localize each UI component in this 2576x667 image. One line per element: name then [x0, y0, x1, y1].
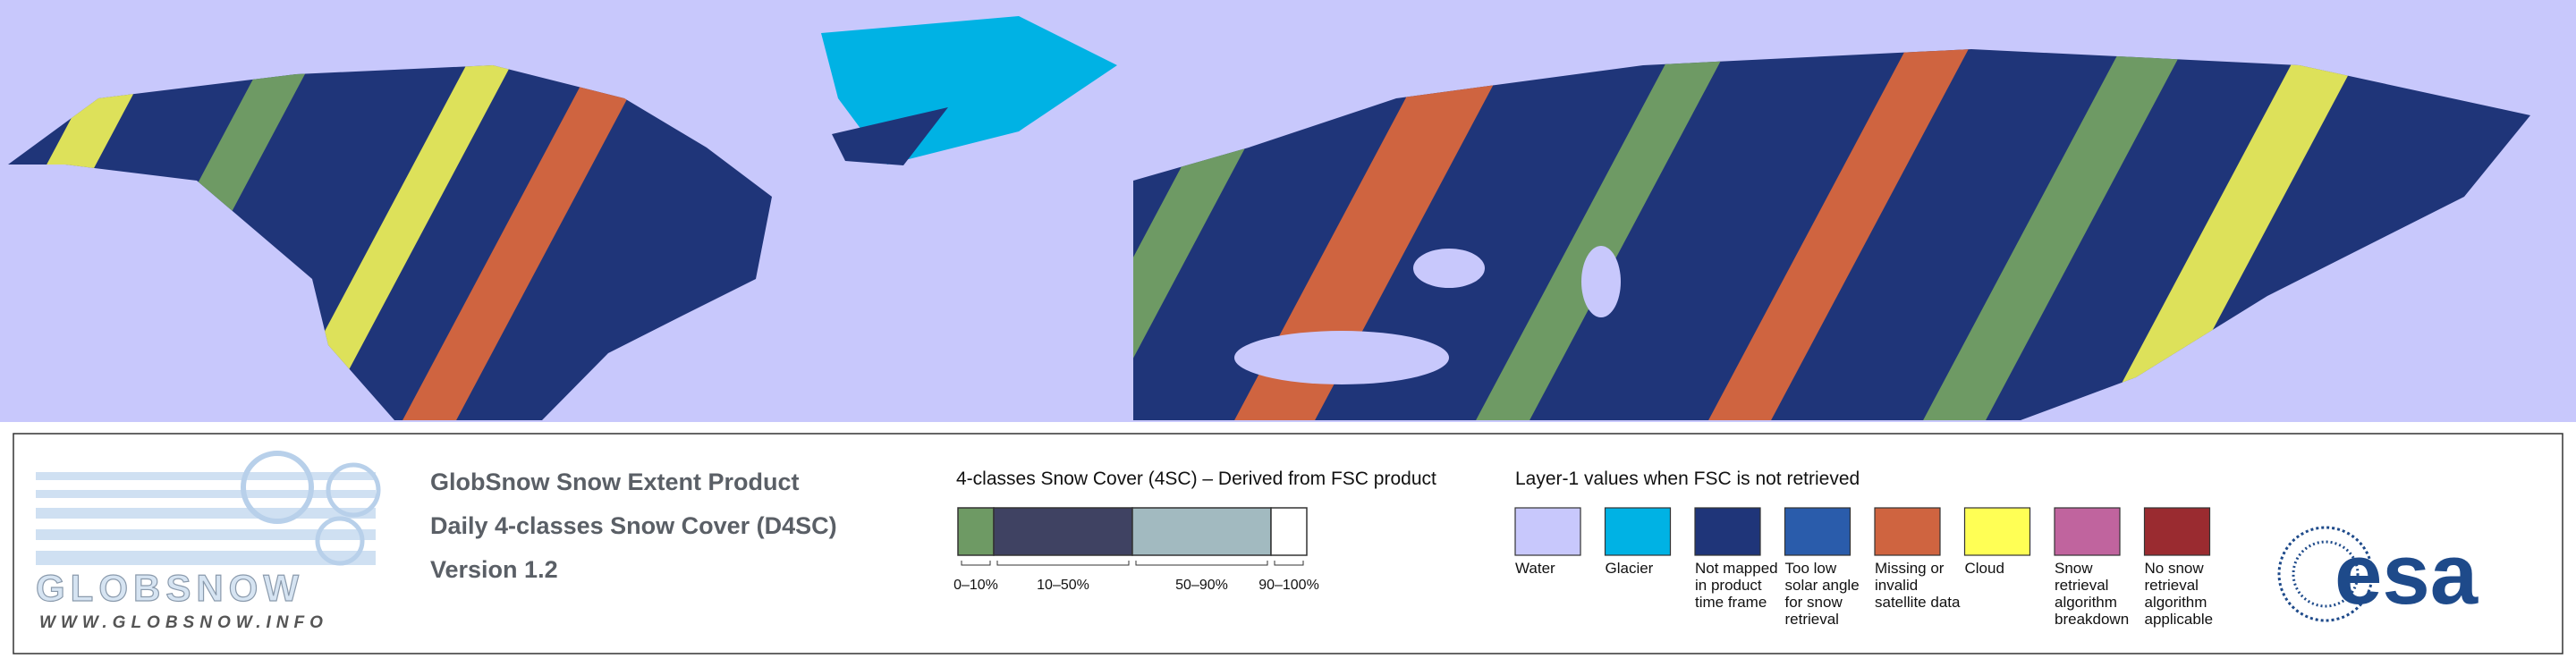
layer1-label: No snow retrieval algorithm applicable	[2144, 560, 2214, 628]
layer1-label: Cloud	[1964, 560, 2004, 577]
snow-class-label: 0–10%	[953, 578, 998, 593]
layer1-label: Glacier	[1605, 560, 1654, 577]
layer1-swatch	[2054, 507, 2121, 556]
layer1-swatch	[1874, 507, 1941, 556]
logo-name: GLOBSNOW	[36, 567, 304, 609]
globsnow-logo: GLOBSNOW WWW.GLOBSNOW.INFO	[35, 451, 381, 632]
layer1-label: Water	[1515, 560, 1555, 577]
layer1-swatch	[1784, 507, 1852, 556]
snow-class-label: 10–50%	[1037, 578, 1089, 593]
range-bracket	[1135, 561, 1268, 566]
layer1-label: Too low solar angle for snow retrieval	[1784, 560, 1860, 628]
layer1-label: Missing or invalid satellite data	[1875, 560, 1961, 611]
esa-logo: esa	[2277, 526, 2479, 622]
logo-url: WWW.GLOBSNOW.INFO	[39, 613, 328, 632]
range-bracket	[961, 561, 991, 566]
range-bracket	[996, 561, 1130, 566]
product-subtitle: Daily 4-classes Snow Cover (D4SC)	[430, 512, 837, 539]
map	[0, 0, 2576, 422]
product-version: Version 1.2	[430, 556, 558, 583]
layer1-swatch	[1514, 507, 1581, 556]
snow-class-label: 90–100%	[1258, 578, 1319, 593]
product-title: GlobSnow Snow Extent Product	[430, 469, 800, 495]
snow-legend-title: 4-classes Snow Cover (4SC) – Derived fro…	[956, 469, 1436, 489]
snow-class-label: 50–90%	[1175, 578, 1228, 593]
snow-class-swatch	[957, 507, 995, 556]
layer1-swatch	[1604, 507, 1672, 556]
layer1-swatch	[1694, 507, 1761, 556]
layer1-swatch	[2143, 507, 2211, 556]
esa-text: esa	[2334, 527, 2479, 622]
layer1-label: Not mapped in product time frame	[1695, 560, 1778, 611]
layer1-legend-title: Layer-1 values when FSC is not retrieved	[1515, 469, 1860, 489]
snow-class-swatch	[1131, 507, 1272, 556]
layer1-label: Snow retrieval algorithm breakdown	[2055, 560, 2130, 628]
snow-class-swatch	[1270, 507, 1308, 556]
snow-class-swatch	[993, 507, 1133, 556]
range-bracket	[1274, 561, 1304, 566]
layer1-swatch	[1963, 507, 2031, 556]
